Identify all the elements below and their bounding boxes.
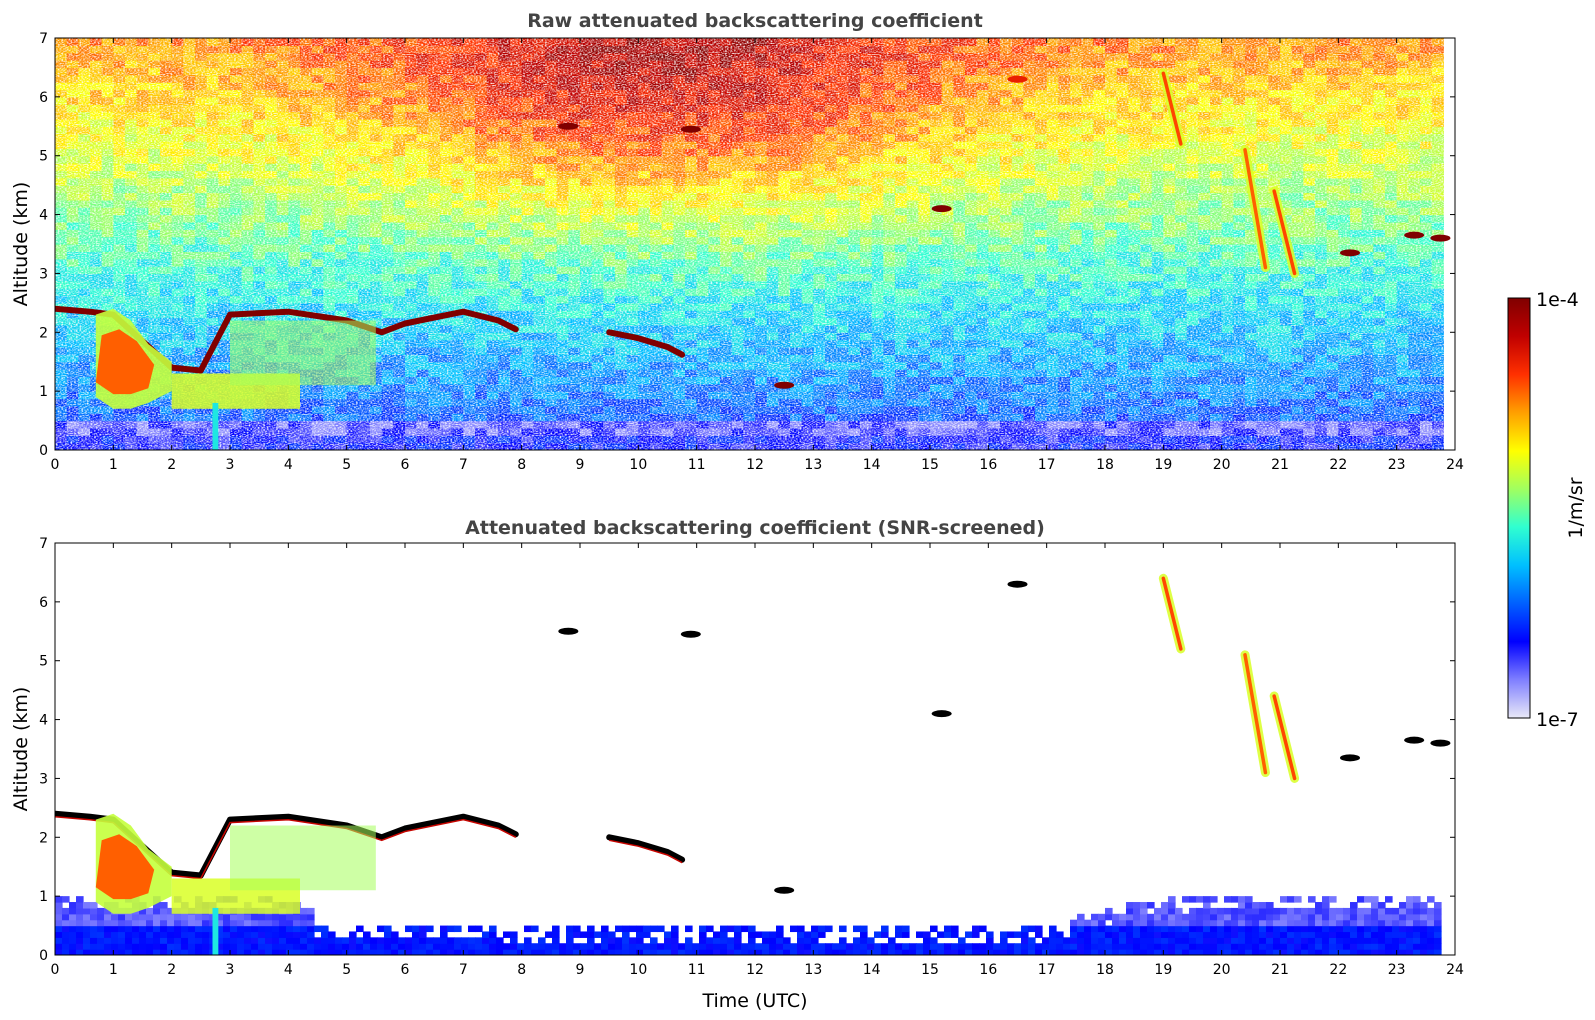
- panel-raw: Raw attenuated backscattering coefficien…: [10, 10, 1464, 473]
- panel-raw-title: Raw attenuated backscattering coefficien…: [527, 10, 983, 32]
